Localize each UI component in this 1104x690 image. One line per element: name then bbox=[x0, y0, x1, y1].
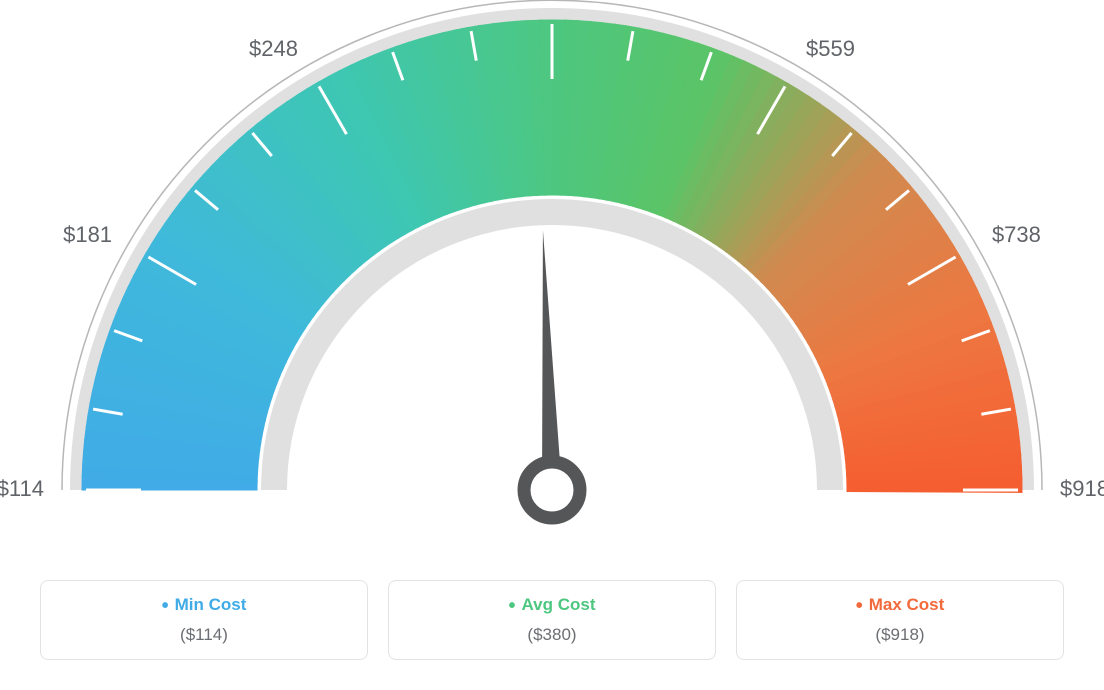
legend-label: •Min Cost bbox=[51, 595, 357, 615]
tick-label: $114 bbox=[0, 476, 44, 501]
legend-label: •Max Cost bbox=[747, 595, 1053, 615]
legend-box: •Max Cost ($918) bbox=[736, 580, 1064, 660]
legend-value: ($114) bbox=[51, 625, 357, 645]
legend-label: •Avg Cost bbox=[399, 595, 705, 615]
tick-label: $181 bbox=[63, 222, 112, 247]
legend-box: •Min Cost ($114) bbox=[40, 580, 368, 660]
legend-box: •Avg Cost ($380) bbox=[388, 580, 716, 660]
tick-label: $918 bbox=[1060, 476, 1104, 501]
legend-label-text: Max Cost bbox=[869, 595, 945, 614]
tick-label: $248 bbox=[249, 36, 298, 61]
legend-label-text: Min Cost bbox=[175, 595, 247, 614]
tick-label: $738 bbox=[992, 222, 1041, 247]
tick-label: $559 bbox=[806, 36, 855, 61]
legend-row: •Min Cost ($114) •Avg Cost ($380) •Max Cost (… bbox=[0, 580, 1104, 660]
gauge-svg: $114$181$248$380$559$738$918 bbox=[0, 0, 1104, 580]
gauge-chart-container: $114$181$248$380$559$738$918 •Min Cost($… bbox=[0, 0, 1104, 690]
needle bbox=[542, 230, 562, 490]
legend-value: ($918) bbox=[747, 625, 1053, 645]
legend-label-text: Avg Cost bbox=[522, 595, 596, 614]
needle-hub bbox=[524, 462, 580, 518]
legend-value: ($380) bbox=[399, 625, 705, 645]
